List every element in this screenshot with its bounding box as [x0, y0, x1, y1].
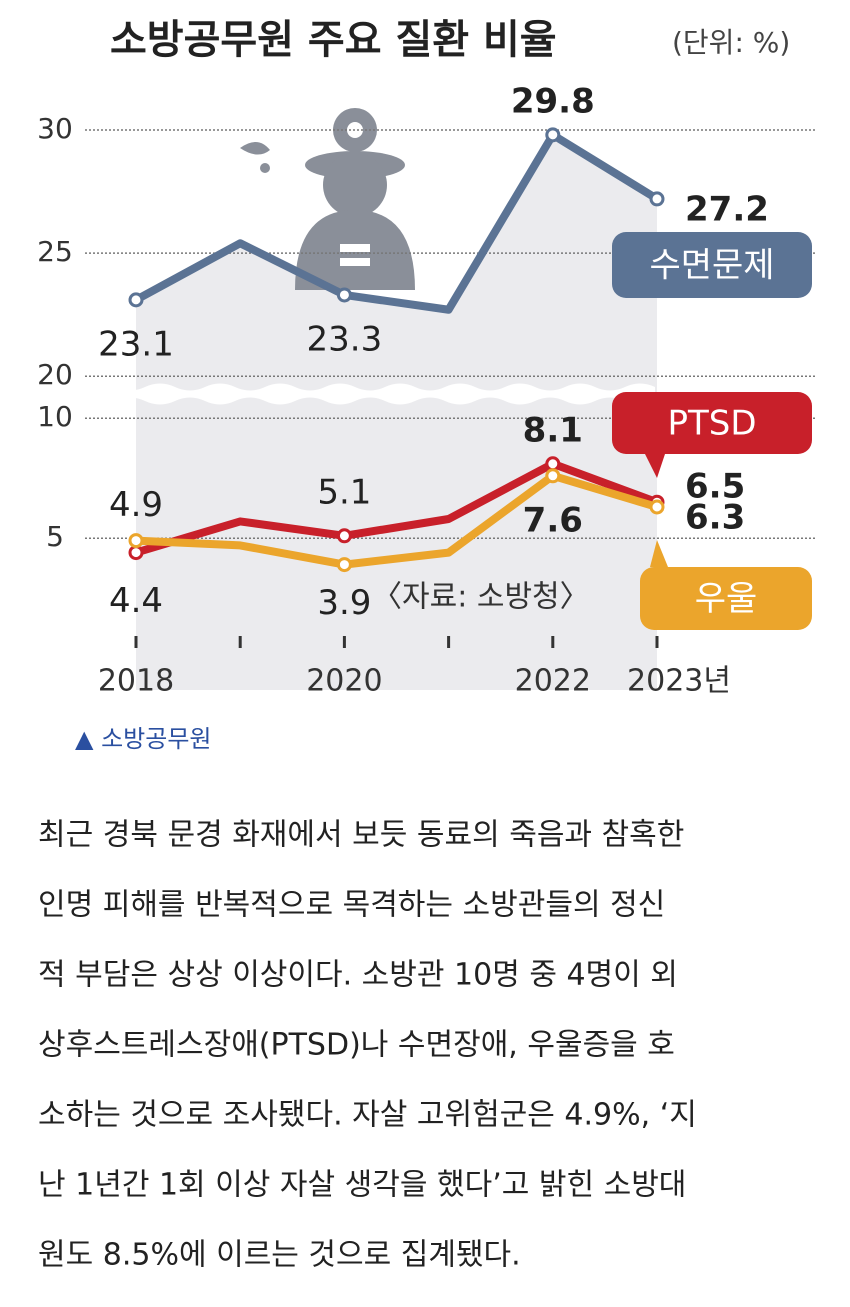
article-line: 적 부담은 상상 이상이다. 소방관 10명 중 4명이 외 — [38, 958, 678, 993]
point-marker — [128, 533, 144, 549]
point-marker — [128, 292, 144, 308]
point-marker — [336, 287, 352, 303]
y-tick-label: 10 — [37, 400, 73, 433]
legend-badge — [640, 567, 812, 630]
point-marker — [649, 499, 665, 515]
data-label: 8.1 — [523, 410, 583, 450]
series-line — [134, 459, 659, 557]
legend-label: 우울 — [695, 579, 758, 619]
x-tick-label: 2023년 — [627, 664, 731, 699]
x-tick-label: 2022 — [515, 664, 591, 699]
point-marker — [545, 127, 561, 143]
y-tick-label: 5 — [46, 520, 64, 553]
article-line: 상후스트레스장애(PTSD)나 수면장애, 우울증을 호 — [38, 1028, 675, 1063]
x-tick-label: 2020 — [306, 664, 382, 699]
chart-title: 소방공무원 주요 질환 비율 — [110, 17, 557, 63]
x-tick-label: 2018 — [98, 664, 174, 699]
data-label: 7.6 — [523, 500, 583, 540]
legend-badge — [612, 232, 812, 298]
article-line: 인명 피해를 반복적으로 목격하는 소방관들의 정신 — [38, 888, 665, 923]
legend-label: 수면문제 — [649, 246, 774, 286]
chart-subtitle: (단위: %) — [672, 26, 790, 59]
point-marker — [649, 191, 665, 207]
data-label: 3.9 — [317, 583, 371, 623]
series-line — [135, 471, 659, 569]
article-line: 최근 경북 문경 화재에서 보듯 동료의 죽음과 참혹한 — [38, 818, 684, 853]
data-label: 27.2 — [685, 189, 769, 229]
point-marker — [336, 528, 352, 544]
axis-break — [85, 383, 655, 405]
legend-badge — [612, 392, 812, 454]
y-tick-label: 30 — [37, 112, 73, 145]
point-marker — [336, 557, 352, 573]
data-label: 23.3 — [307, 319, 383, 359]
point-marker — [545, 468, 561, 484]
y-tick-label: 20 — [37, 358, 73, 391]
data-label: 29.8 — [511, 81, 595, 121]
data-label: 23.1 — [98, 324, 174, 364]
y-tick-label: 25 — [37, 235, 73, 268]
legend-label: PTSD — [667, 404, 756, 444]
firefighter-icon — [240, 108, 415, 290]
data-label: 5.1 — [317, 472, 371, 512]
photo-caption: ▲ 소방공무원 — [75, 725, 212, 753]
source-note: 〈자료: 소방청〉 — [372, 580, 590, 615]
data-label: 4.4 — [109, 581, 163, 621]
point-marker — [128, 545, 144, 561]
data-label: 6.3 — [685, 498, 745, 538]
series-line — [134, 130, 660, 314]
legend-pointer — [645, 454, 665, 478]
article-line: 원도 8.5%에 이르는 것으로 집계됐다. — [38, 1238, 521, 1273]
article-line: 소하는 것으로 조사됐다. 자살 고위험군은 4.9%, ‘지 — [38, 1098, 697, 1133]
data-label: 4.9 — [109, 485, 163, 525]
legend-pointer — [650, 540, 668, 567]
article-line: 난 1년간 1회 이상 자살 생각을 했다’고 밝힌 소방대 — [38, 1168, 686, 1203]
data-label: 6.5 — [685, 467, 745, 507]
point-marker — [545, 456, 561, 472]
plot: 5 10 20 25 30 2018 2020 2022 2023년 23.1 23.3 29.8 27… — [37, 81, 815, 699]
